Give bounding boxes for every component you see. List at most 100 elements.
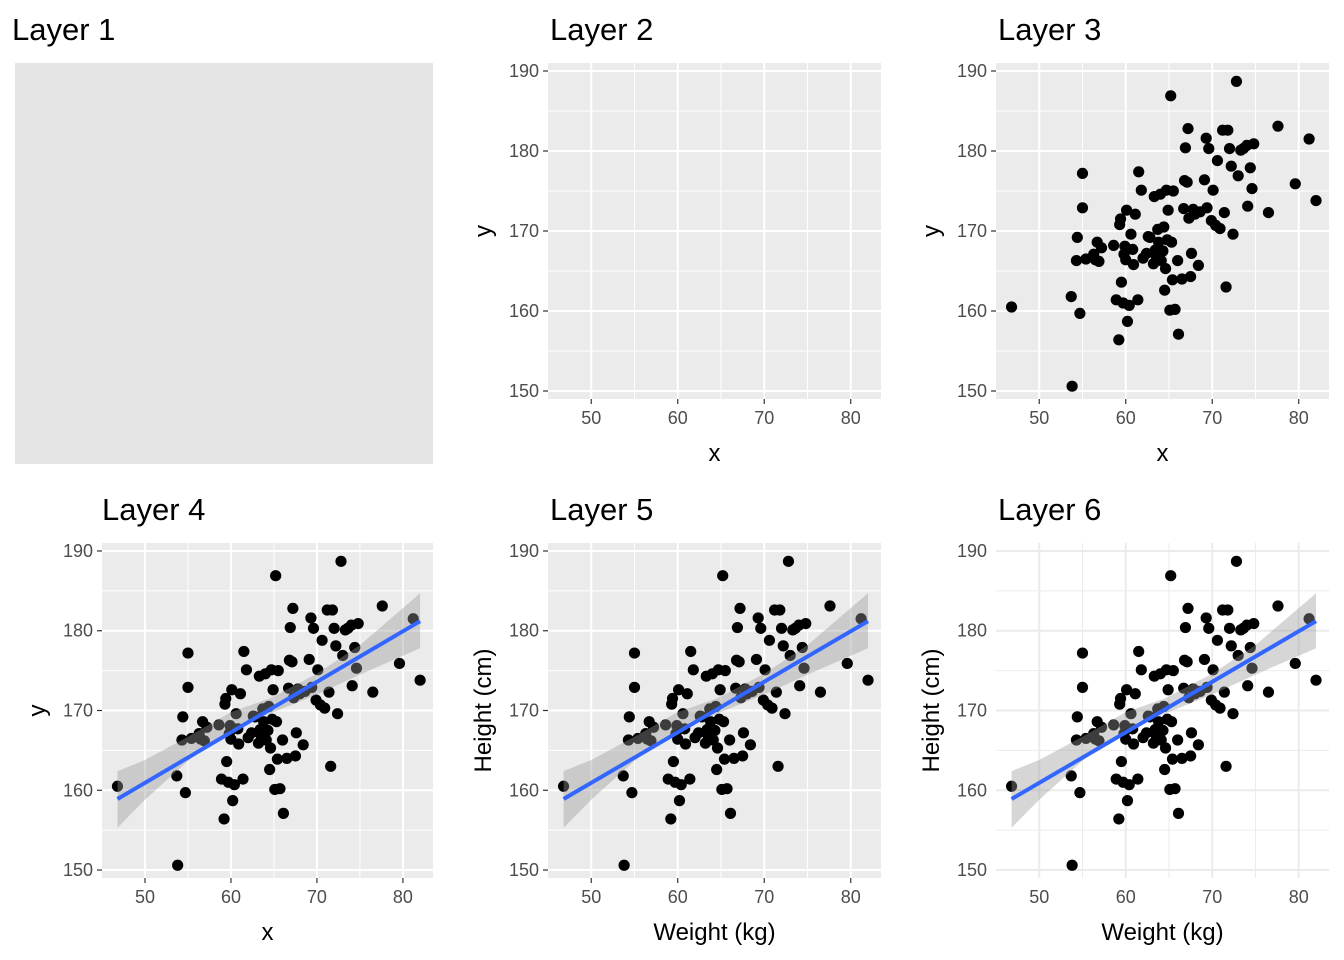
fit-line bbox=[116, 619, 422, 801]
data-point bbox=[1200, 612, 1212, 624]
data-point bbox=[270, 716, 283, 728]
data-point bbox=[1179, 142, 1192, 154]
data-point bbox=[201, 721, 213, 733]
x-tick-label: 50 bbox=[1029, 887, 1049, 907]
data-point bbox=[1182, 602, 1194, 615]
data-point bbox=[733, 656, 745, 668]
data-point bbox=[681, 688, 693, 700]
data-point bbox=[737, 750, 749, 762]
data-point bbox=[323, 686, 335, 698]
data-point bbox=[1272, 120, 1284, 132]
data-point bbox=[1310, 674, 1322, 686]
data-point bbox=[1165, 90, 1177, 102]
data-point bbox=[1165, 716, 1178, 728]
panel-2: Layer 2 50 60 70 80 150 160 170 180 190 x y bbox=[470, 12, 881, 467]
data-point bbox=[1220, 760, 1232, 772]
data-point bbox=[1262, 686, 1275, 698]
data-point bbox=[724, 734, 736, 746]
data-point bbox=[245, 727, 258, 739]
data-point bbox=[1172, 807, 1185, 819]
grid bbox=[548, 543, 881, 878]
data-point bbox=[1246, 183, 1258, 195]
data-point bbox=[721, 783, 733, 795]
data-point bbox=[1227, 708, 1239, 720]
data-point bbox=[628, 681, 641, 693]
data-point bbox=[326, 604, 339, 616]
data-point bbox=[1115, 755, 1128, 768]
data-point bbox=[337, 649, 349, 662]
y-tick-label: 160 bbox=[509, 301, 539, 321]
data-point bbox=[1230, 75, 1243, 87]
data-point bbox=[226, 684, 238, 696]
data-point bbox=[1158, 221, 1170, 233]
y-tick-label: 170 bbox=[509, 221, 539, 241]
data-point bbox=[1178, 203, 1190, 215]
data-point bbox=[1005, 780, 1018, 792]
data-point bbox=[1140, 727, 1153, 739]
data-point bbox=[1262, 207, 1275, 219]
data-point bbox=[1159, 763, 1171, 776]
y-tick-label: 150 bbox=[63, 860, 93, 880]
data-point bbox=[1192, 739, 1204, 751]
data-point bbox=[328, 622, 340, 634]
data-point bbox=[770, 686, 782, 698]
data-point bbox=[1232, 649, 1244, 662]
data-point bbox=[1172, 328, 1185, 340]
data-point bbox=[862, 674, 874, 686]
y-tick-label: 170 bbox=[957, 701, 987, 721]
data-point bbox=[717, 716, 730, 728]
data-point bbox=[1223, 143, 1236, 155]
panel-title: Layer 1 bbox=[12, 12, 115, 47]
data-point bbox=[274, 783, 286, 795]
data-point bbox=[673, 795, 686, 807]
data-point bbox=[800, 617, 812, 630]
data-point bbox=[1135, 664, 1147, 676]
panel-3: Layer 3 50 60 70 80 150 160 170 180 190 x y bbox=[918, 12, 1329, 467]
data-point bbox=[623, 711, 635, 723]
data-point bbox=[1178, 682, 1190, 694]
data-point bbox=[1244, 641, 1256, 654]
data-point bbox=[393, 657, 406, 670]
data-point bbox=[1220, 281, 1232, 293]
data-point bbox=[1176, 273, 1188, 285]
y-axis-title: y bbox=[24, 705, 51, 717]
data-point bbox=[176, 734, 188, 746]
data-point bbox=[1185, 727, 1198, 739]
y-tick-label: 170 bbox=[957, 221, 987, 241]
data-point bbox=[1246, 662, 1258, 674]
x-axis-title: x bbox=[262, 919, 274, 946]
data-point bbox=[692, 727, 705, 739]
x-tick-label: 80 bbox=[1289, 887, 1309, 907]
data-point bbox=[1076, 647, 1089, 659]
data-point bbox=[667, 755, 680, 768]
data-point bbox=[1123, 299, 1135, 311]
data-point bbox=[1093, 255, 1105, 267]
data-point bbox=[1167, 185, 1179, 197]
data-point bbox=[673, 684, 685, 696]
data-point bbox=[1242, 200, 1254, 212]
data-point bbox=[665, 813, 677, 825]
data-point bbox=[1095, 721, 1108, 733]
data-point bbox=[1132, 773, 1144, 785]
data-point bbox=[238, 645, 250, 658]
panel-6: Layer 6 50 60 70 80 150 160 170 180 190 Weight (kg… bbox=[918, 492, 1329, 946]
data-point bbox=[730, 682, 742, 694]
data-point bbox=[626, 787, 638, 799]
y-tick-label: 150 bbox=[957, 381, 987, 401]
x-tick-label: 70 bbox=[754, 408, 774, 428]
data-point bbox=[1179, 621, 1192, 634]
data-point bbox=[312, 664, 324, 676]
grid bbox=[996, 63, 1329, 399]
data-point bbox=[1214, 702, 1226, 714]
y-axis-title: y bbox=[918, 225, 945, 237]
data-point bbox=[1181, 176, 1193, 188]
data-point bbox=[1166, 753, 1179, 765]
data-point bbox=[1113, 334, 1125, 346]
data-point bbox=[1121, 795, 1134, 807]
data-point bbox=[1289, 657, 1301, 670]
y-axis-title: Height (cm) bbox=[918, 648, 945, 772]
data-point bbox=[1289, 178, 1301, 190]
data-point bbox=[1076, 681, 1089, 693]
data-point bbox=[1310, 195, 1322, 207]
data-point bbox=[297, 739, 309, 751]
